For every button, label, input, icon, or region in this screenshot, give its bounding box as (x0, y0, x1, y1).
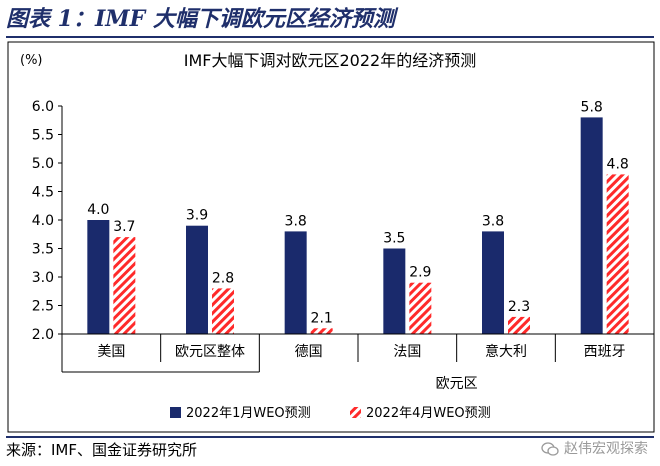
x-tick-label: 德国 (295, 344, 323, 360)
bar-s1-3 (383, 248, 406, 334)
chart-title: IMF大幅下调对欧元区2022年的经济预测 (184, 51, 476, 70)
y-tick-label: 2.5 (32, 299, 54, 315)
x-tick-label: 法国 (393, 344, 421, 360)
figure-title: 图表 1：IMF 大幅下调欧元区经济预测 (6, 4, 654, 38)
legend-swatch-2 (350, 407, 361, 418)
x-tick-label: 意大利 (485, 343, 527, 360)
data-label: 3.5 (383, 231, 405, 247)
bar-s2-2 (310, 328, 333, 334)
source-note: 来源：IMF、国金证券研究所 (6, 436, 654, 464)
bar-s1-1 (186, 225, 208, 334)
bar-chart: IMF大幅下调对欧元区2022年的经济预测 (%) 2.0 2.5 3.0 3.5 4.… (7, 41, 655, 433)
y-tick-label: 4.0 (32, 213, 54, 229)
y-tick-label: 4.5 (32, 185, 54, 201)
x-tick-label: 西班牙 (584, 344, 626, 360)
y-tick-label: 3.5 (32, 242, 54, 258)
data-label: 2.1 (311, 310, 333, 326)
bar-s2-5 (606, 174, 629, 334)
bar-s2-3 (409, 282, 432, 334)
legend-label: 2022年1月WEO预测 (186, 406, 311, 421)
bar-s1-0 (87, 220, 110, 334)
x-tick-label: 美国 (97, 344, 125, 360)
data-label: 4.0 (87, 202, 109, 218)
y-tick-label: 3.0 (32, 270, 54, 286)
data-label: 2.8 (212, 270, 234, 286)
y-tick-label: 6.0 (32, 99, 54, 115)
bar-s1-2 (284, 231, 307, 334)
bar-s2-0 (113, 237, 136, 334)
y-tick-label: 2.0 (32, 327, 54, 343)
bar-s1-4 (482, 231, 504, 334)
legend-swatch-1 (170, 407, 181, 418)
x-tick-label: 欧元区整体 (175, 344, 245, 360)
data-label: 5.8 (581, 99, 603, 115)
watermark: 赵伟宏观探索 (541, 438, 648, 460)
bar-s2-4 (508, 316, 530, 334)
bar-s1-5 (580, 117, 603, 335)
data-label: 4.8 (607, 156, 629, 172)
y-tick-label: 5.0 (32, 156, 54, 172)
wechat-icon (541, 442, 559, 456)
data-label: 2.3 (508, 299, 530, 315)
data-label: 3.9 (186, 208, 208, 224)
legend-label: 2022年4月WEO预测 (366, 406, 491, 421)
data-label: 2.9 (409, 265, 431, 281)
watermark-text: 赵伟宏观探索 (564, 441, 648, 457)
x-group-label: 欧元区 (436, 376, 478, 392)
data-label: 3.7 (113, 219, 135, 235)
bar-s2-1 (212, 288, 234, 334)
data-label: 3.8 (285, 213, 307, 229)
chart-frame (7, 41, 655, 433)
y-tick-label: 5.5 (32, 128, 54, 144)
y-axis-label: (%) (20, 53, 43, 68)
data-label: 3.8 (482, 213, 504, 229)
